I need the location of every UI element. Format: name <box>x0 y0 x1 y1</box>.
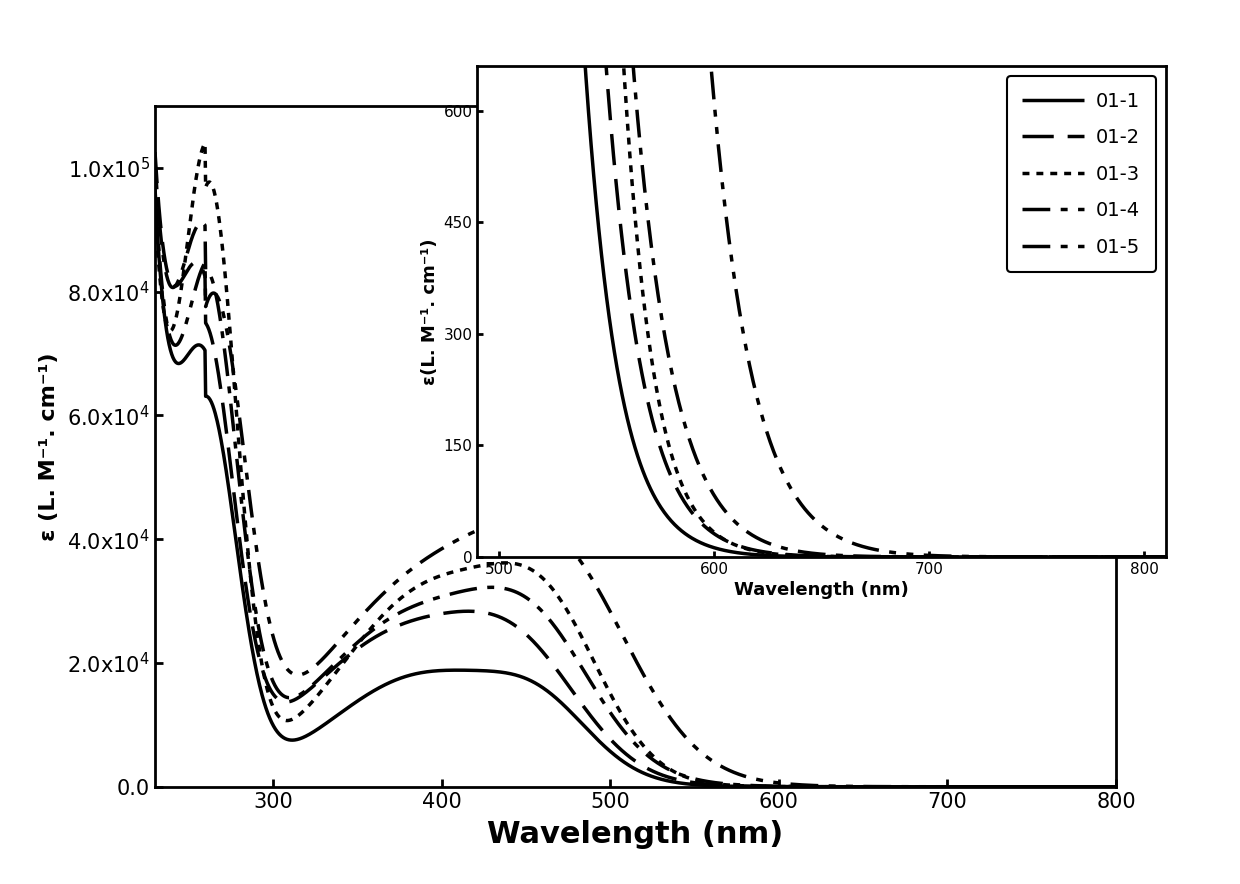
01-3 <box>262 690 277 701</box>
01-1 <box>575 719 590 729</box>
01-2 <box>888 552 903 562</box>
01-4 <box>262 664 277 674</box>
01-5 <box>1137 552 1152 562</box>
01-3 <box>888 552 903 562</box>
01-4 <box>888 552 903 562</box>
01-4 <box>222 385 237 396</box>
X-axis label: Wavelength (nm): Wavelength (nm) <box>734 581 909 599</box>
01-3 <box>1109 781 1123 792</box>
01-1 <box>593 736 608 747</box>
01-2 <box>1109 781 1123 792</box>
01-3 <box>222 325 237 336</box>
01-1 <box>1158 552 1173 562</box>
01-4 <box>909 552 924 562</box>
Line: 01-4: 01-4 <box>477 0 1166 557</box>
01-5 <box>148 183 162 194</box>
Line: 01-5: 01-5 <box>477 0 1166 557</box>
Line: 01-4: 01-4 <box>155 162 1116 787</box>
01-1 <box>262 710 277 720</box>
Line: 01-5: 01-5 <box>155 188 1116 787</box>
01-1 <box>869 552 884 562</box>
01-5 <box>262 613 277 623</box>
01-5 <box>222 339 237 350</box>
01-2 <box>992 552 1007 562</box>
01-3 <box>593 669 608 680</box>
01-4 <box>1158 552 1173 562</box>
01-4 <box>1109 781 1123 792</box>
01-1 <box>1109 781 1123 792</box>
01-5 <box>694 748 709 758</box>
Line: 01-3: 01-3 <box>155 143 1116 787</box>
01-2 <box>593 722 608 733</box>
01-4 <box>694 775 709 786</box>
01-3 <box>1137 552 1152 562</box>
01-5 <box>1063 552 1078 562</box>
01-5 <box>1158 552 1173 562</box>
X-axis label: Wavelength (nm): Wavelength (nm) <box>487 820 784 849</box>
01-2 <box>1063 552 1078 562</box>
01-5 <box>575 559 590 569</box>
01-2 <box>1158 552 1173 562</box>
01-3 <box>556 599 570 610</box>
01-2 <box>909 552 924 562</box>
01-1 <box>1137 552 1152 562</box>
01-5 <box>888 547 903 558</box>
Y-axis label: ε (L. M⁻¹. cm⁻¹): ε (L. M⁻¹. cm⁻¹) <box>40 352 60 541</box>
01-1 <box>222 487 237 498</box>
01-3 <box>148 204 162 215</box>
01-1 <box>148 189 162 200</box>
01-3 <box>992 552 1007 562</box>
01-2 <box>556 673 570 683</box>
01-2 <box>694 778 709 789</box>
01-4 <box>992 552 1007 562</box>
01-5 <box>869 545 884 555</box>
01-2 <box>262 681 277 691</box>
01-4 <box>593 691 608 702</box>
01-1 <box>556 699 570 710</box>
01-5 <box>909 549 924 560</box>
01-1 <box>1063 552 1078 562</box>
01-4 <box>869 552 884 562</box>
01-1 <box>888 552 903 562</box>
01-2 <box>1137 552 1152 562</box>
01-5 <box>593 587 608 598</box>
01-4 <box>148 156 162 167</box>
Line: 01-1: 01-1 <box>477 0 1166 557</box>
01-1 <box>992 552 1007 562</box>
01-1 <box>694 780 709 790</box>
Y-axis label: ε(L. M⁻¹. cm⁻¹): ε(L. M⁻¹. cm⁻¹) <box>422 239 439 385</box>
01-2 <box>869 552 884 562</box>
01-4 <box>1063 552 1078 562</box>
Legend: 01-1, 01-2, 01-3, 01-4, 01-5: 01-1, 01-2, 01-3, 01-4, 01-5 <box>1007 76 1156 272</box>
01-1 <box>909 552 924 562</box>
01-5 <box>1109 781 1123 792</box>
Line: 01-1: 01-1 <box>155 194 1116 787</box>
01-4 <box>575 664 590 674</box>
Line: 01-3: 01-3 <box>477 0 1166 557</box>
01-3 <box>1063 552 1078 562</box>
01-3 <box>869 552 884 562</box>
Line: 01-2: 01-2 <box>155 152 1116 787</box>
Line: 01-2: 01-2 <box>477 0 1166 557</box>
01-4 <box>556 632 570 643</box>
01-2 <box>222 450 237 461</box>
01-3 <box>1158 552 1173 562</box>
01-3 <box>575 635 590 645</box>
01-4 <box>1137 552 1152 562</box>
01-2 <box>148 147 162 157</box>
01-3 <box>909 552 924 562</box>
01-5 <box>992 552 1007 562</box>
01-2 <box>575 700 590 711</box>
01-5 <box>556 534 570 545</box>
01-3 <box>696 776 711 787</box>
01-3 <box>197 138 212 149</box>
